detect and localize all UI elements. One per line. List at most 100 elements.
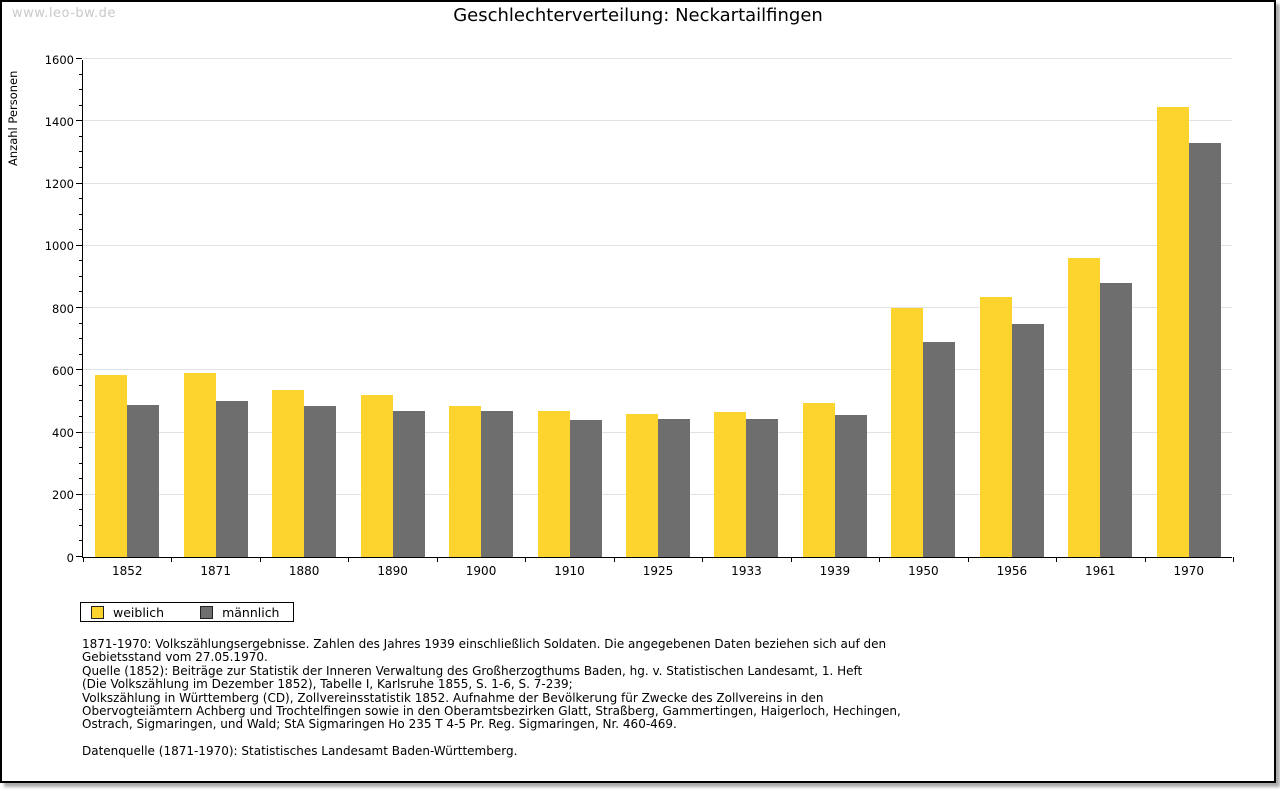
y-tick-label-1600: 1600 — [44, 52, 74, 67]
bar-männlich-1910 — [569, 420, 602, 557]
x-boundary-tick-5 — [525, 557, 527, 562]
y-minor-tick-1100 — [79, 213, 82, 215]
gridline-y-1400 — [83, 120, 1232, 122]
y-major-tick-1000 — [76, 244, 82, 246]
bar-weiblich-1939 — [802, 402, 835, 557]
y-minor-tick-1550 — [79, 73, 82, 75]
footnote-line-6: Obervogteiämtern Achberg und Trochtelfin… — [82, 704, 901, 719]
y-minor-tick-900 — [79, 275, 82, 277]
x-boundary-tick-7 — [702, 557, 704, 562]
y-tick-label-200: 200 — [52, 488, 74, 503]
x-boundary-tick-13 — [1233, 557, 1234, 562]
y-tick-label-1000: 1000 — [44, 239, 74, 254]
y-minor-tick-1450 — [79, 104, 82, 106]
bar-männlich-1939 — [834, 415, 867, 557]
bar-männlich-1900 — [481, 410, 514, 557]
x-tick-label-1900: 1900 — [465, 564, 497, 578]
y-minor-tick-450 — [79, 415, 82, 417]
y-minor-tick-500 — [79, 400, 82, 402]
bar-männlich-1956 — [1011, 323, 1044, 557]
y-minor-tick-1250 — [79, 166, 82, 168]
gridline-y-1000 — [83, 244, 1232, 246]
bar-männlich-1961 — [1100, 283, 1133, 557]
y-tick-label-400: 400 — [52, 426, 74, 440]
footnote-line-7: Ostrach, Sigmaringen, und Wald; StA Sigm… — [82, 717, 677, 732]
x-tick-label-1890: 1890 — [377, 564, 408, 578]
y-major-tick-1200 — [76, 182, 82, 184]
y-major-tick-400 — [76, 431, 82, 433]
y-tick-label-1200: 1200 — [44, 177, 74, 191]
x-tick-label-1970: 1970 — [1173, 564, 1205, 578]
legend-item-weiblich: weiblich — [91, 605, 164, 620]
weiblich-swatch — [91, 605, 104, 619]
bar-männlich-1890 — [392, 410, 425, 557]
watermark: www.leo-bw.de — [12, 6, 116, 21]
bar-weiblich-1925 — [626, 413, 658, 557]
datasource-line: Datenquelle (1871-1970): Statistisches L… — [82, 744, 518, 758]
bar-weiblich-1890 — [360, 395, 393, 557]
x-tick-label-1956: 1956 — [996, 564, 1028, 578]
x-tick-label-1880: 1880 — [288, 564, 320, 578]
y-minor-tick-1300 — [79, 151, 82, 153]
y-minor-tick-250 — [79, 478, 82, 480]
y-minor-tick-350 — [79, 447, 82, 449]
legend-label-maennlich: männlich — [222, 604, 280, 620]
x-tick-label-1933: 1933 — [731, 564, 762, 578]
y-major-tick-600 — [76, 369, 82, 371]
x-tick-label-1961: 1961 — [1085, 564, 1116, 578]
x-tick-label-1950: 1950 — [908, 564, 939, 578]
y-tick-label-800: 800 — [52, 301, 74, 316]
x-boundary-tick-0 — [83, 557, 84, 562]
y-minor-tick-1350 — [79, 135, 82, 137]
y-major-tick-200 — [76, 493, 82, 495]
x-tick-label-1852: 1852 — [111, 564, 143, 578]
x-tick-label-1910: 1910 — [554, 564, 585, 578]
plot-area: 0 200 400 600 800 1000 1200 1400 1600 1852 1871 188… — [45, 53, 1234, 578]
bar-männlich-1950 — [923, 342, 956, 557]
x-boundary-tick-3 — [348, 557, 350, 562]
footnote-line-3: Quelle (1852): Beiträge zur Statistik de… — [82, 663, 863, 678]
footnote-line-5: Volkszählung in Württemberg (CD), Zollve… — [82, 690, 824, 705]
y-minor-tick-50 — [79, 540, 82, 542]
y-minor-tick-150 — [79, 509, 82, 511]
y-tick-label-0: 0 — [66, 550, 74, 565]
legend-label-weiblich: weiblich — [113, 604, 165, 620]
y-major-tick-1400 — [76, 120, 82, 122]
y-minor-tick-950 — [79, 260, 82, 262]
x-tick-label-1925: 1925 — [642, 564, 674, 578]
gridline-y-600 — [83, 369, 1232, 371]
x-boundary-tick-2 — [259, 557, 261, 562]
y-minor-tick-550 — [79, 384, 82, 386]
footnote-line-4: (Die Volkszählung im Dezember 1852), Tab… — [82, 677, 573, 692]
y-tick-label-600: 600 — [52, 363, 74, 378]
gridline-y-1200 — [83, 182, 1232, 184]
gridline-y-1600 — [83, 58, 1232, 59]
x-boundary-tick-6 — [613, 557, 615, 562]
x-boundary-tick-10 — [967, 557, 969, 562]
x-boundary-tick-9 — [879, 557, 881, 562]
bar-weiblich-1852 — [95, 374, 128, 557]
chart-title: Geschlechterverteilung: Neckartailfingen — [453, 5, 823, 26]
bar-männlich-1970 — [1188, 143, 1221, 557]
footnote-block: 1871-1970: Volkszählungsergebnisse. Zahl… — [82, 637, 901, 732]
x-boundary-tick-1 — [171, 557, 173, 562]
bar-weiblich-1880 — [272, 390, 305, 557]
bar-weiblich-1956 — [979, 297, 1012, 557]
y-tick-label-1400: 1400 — [44, 114, 74, 129]
y-minor-tick-750 — [79, 322, 82, 324]
bar-weiblich-1910 — [537, 410, 570, 557]
y-minor-tick-1500 — [79, 89, 82, 91]
x-tick-label-1871: 1871 — [200, 564, 231, 578]
y-axis-label: Anzahl Personen — [6, 70, 20, 166]
maennlich-swatch — [200, 605, 214, 619]
footnote-line-1: 1871-1970: Volkszählungsergebnisse. Zahl… — [82, 637, 887, 651]
x-boundary-tick-8 — [790, 557, 792, 562]
y-minor-tick-650 — [79, 353, 82, 355]
y-minor-tick-1050 — [79, 229, 82, 231]
bar-weiblich-1970 — [1156, 107, 1189, 557]
bar-männlich-1852 — [127, 404, 160, 557]
x-boundary-tick-11 — [1056, 557, 1058, 562]
y-minor-tick-850 — [79, 291, 82, 293]
y-minor-tick-300 — [79, 462, 82, 464]
